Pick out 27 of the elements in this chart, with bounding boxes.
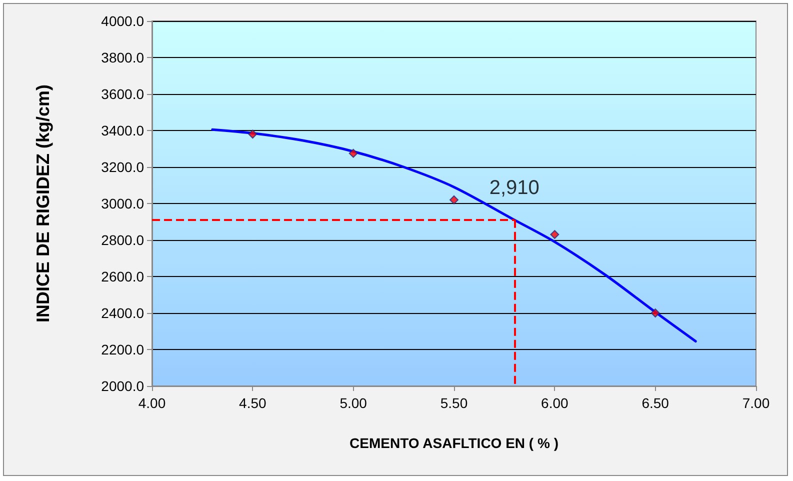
point [550, 230, 560, 240]
y-tick-label: 4000.0 [101, 13, 144, 29]
point [348, 148, 358, 158]
y-axis-title: INDICE DE RIGIDEZ (kg/cm) [33, 84, 53, 323]
x-tick-label: 5.50 [440, 395, 468, 411]
x-tick-label: 4.50 [239, 395, 267, 411]
y-tick-label: 2400.0 [101, 305, 144, 321]
x-tick-label: 7.00 [742, 395, 770, 411]
y-tick-label: 3400.0 [101, 122, 144, 138]
x-tick-label: 6.50 [642, 395, 670, 411]
x-tick-label: 4.00 [138, 395, 166, 411]
y-tick-label: 3800.0 [101, 50, 144, 66]
y-tick-label: 3000.0 [101, 196, 144, 212]
line-series [211, 128, 697, 343]
y-tick-label: 2200.0 [101, 342, 144, 358]
point [248, 130, 258, 139]
y-tick-label: 3200.0 [101, 159, 144, 175]
y-tick-label: 2000.0 [101, 378, 144, 394]
y-tick-label: 3600.0 [101, 86, 144, 102]
annotation: 2,910 [489, 176, 540, 199]
x-tick-label: 5.00 [340, 395, 368, 411]
point [450, 195, 458, 204]
point [650, 308, 660, 318]
y-tick-label: 2600.0 [101, 268, 144, 284]
y-tick-label: 2800.0 [101, 232, 144, 248]
x-tick-label: 6.00 [541, 395, 569, 411]
x-axis-title: CEMENTO ASAFLTICO EN ( % ) [350, 435, 558, 451]
